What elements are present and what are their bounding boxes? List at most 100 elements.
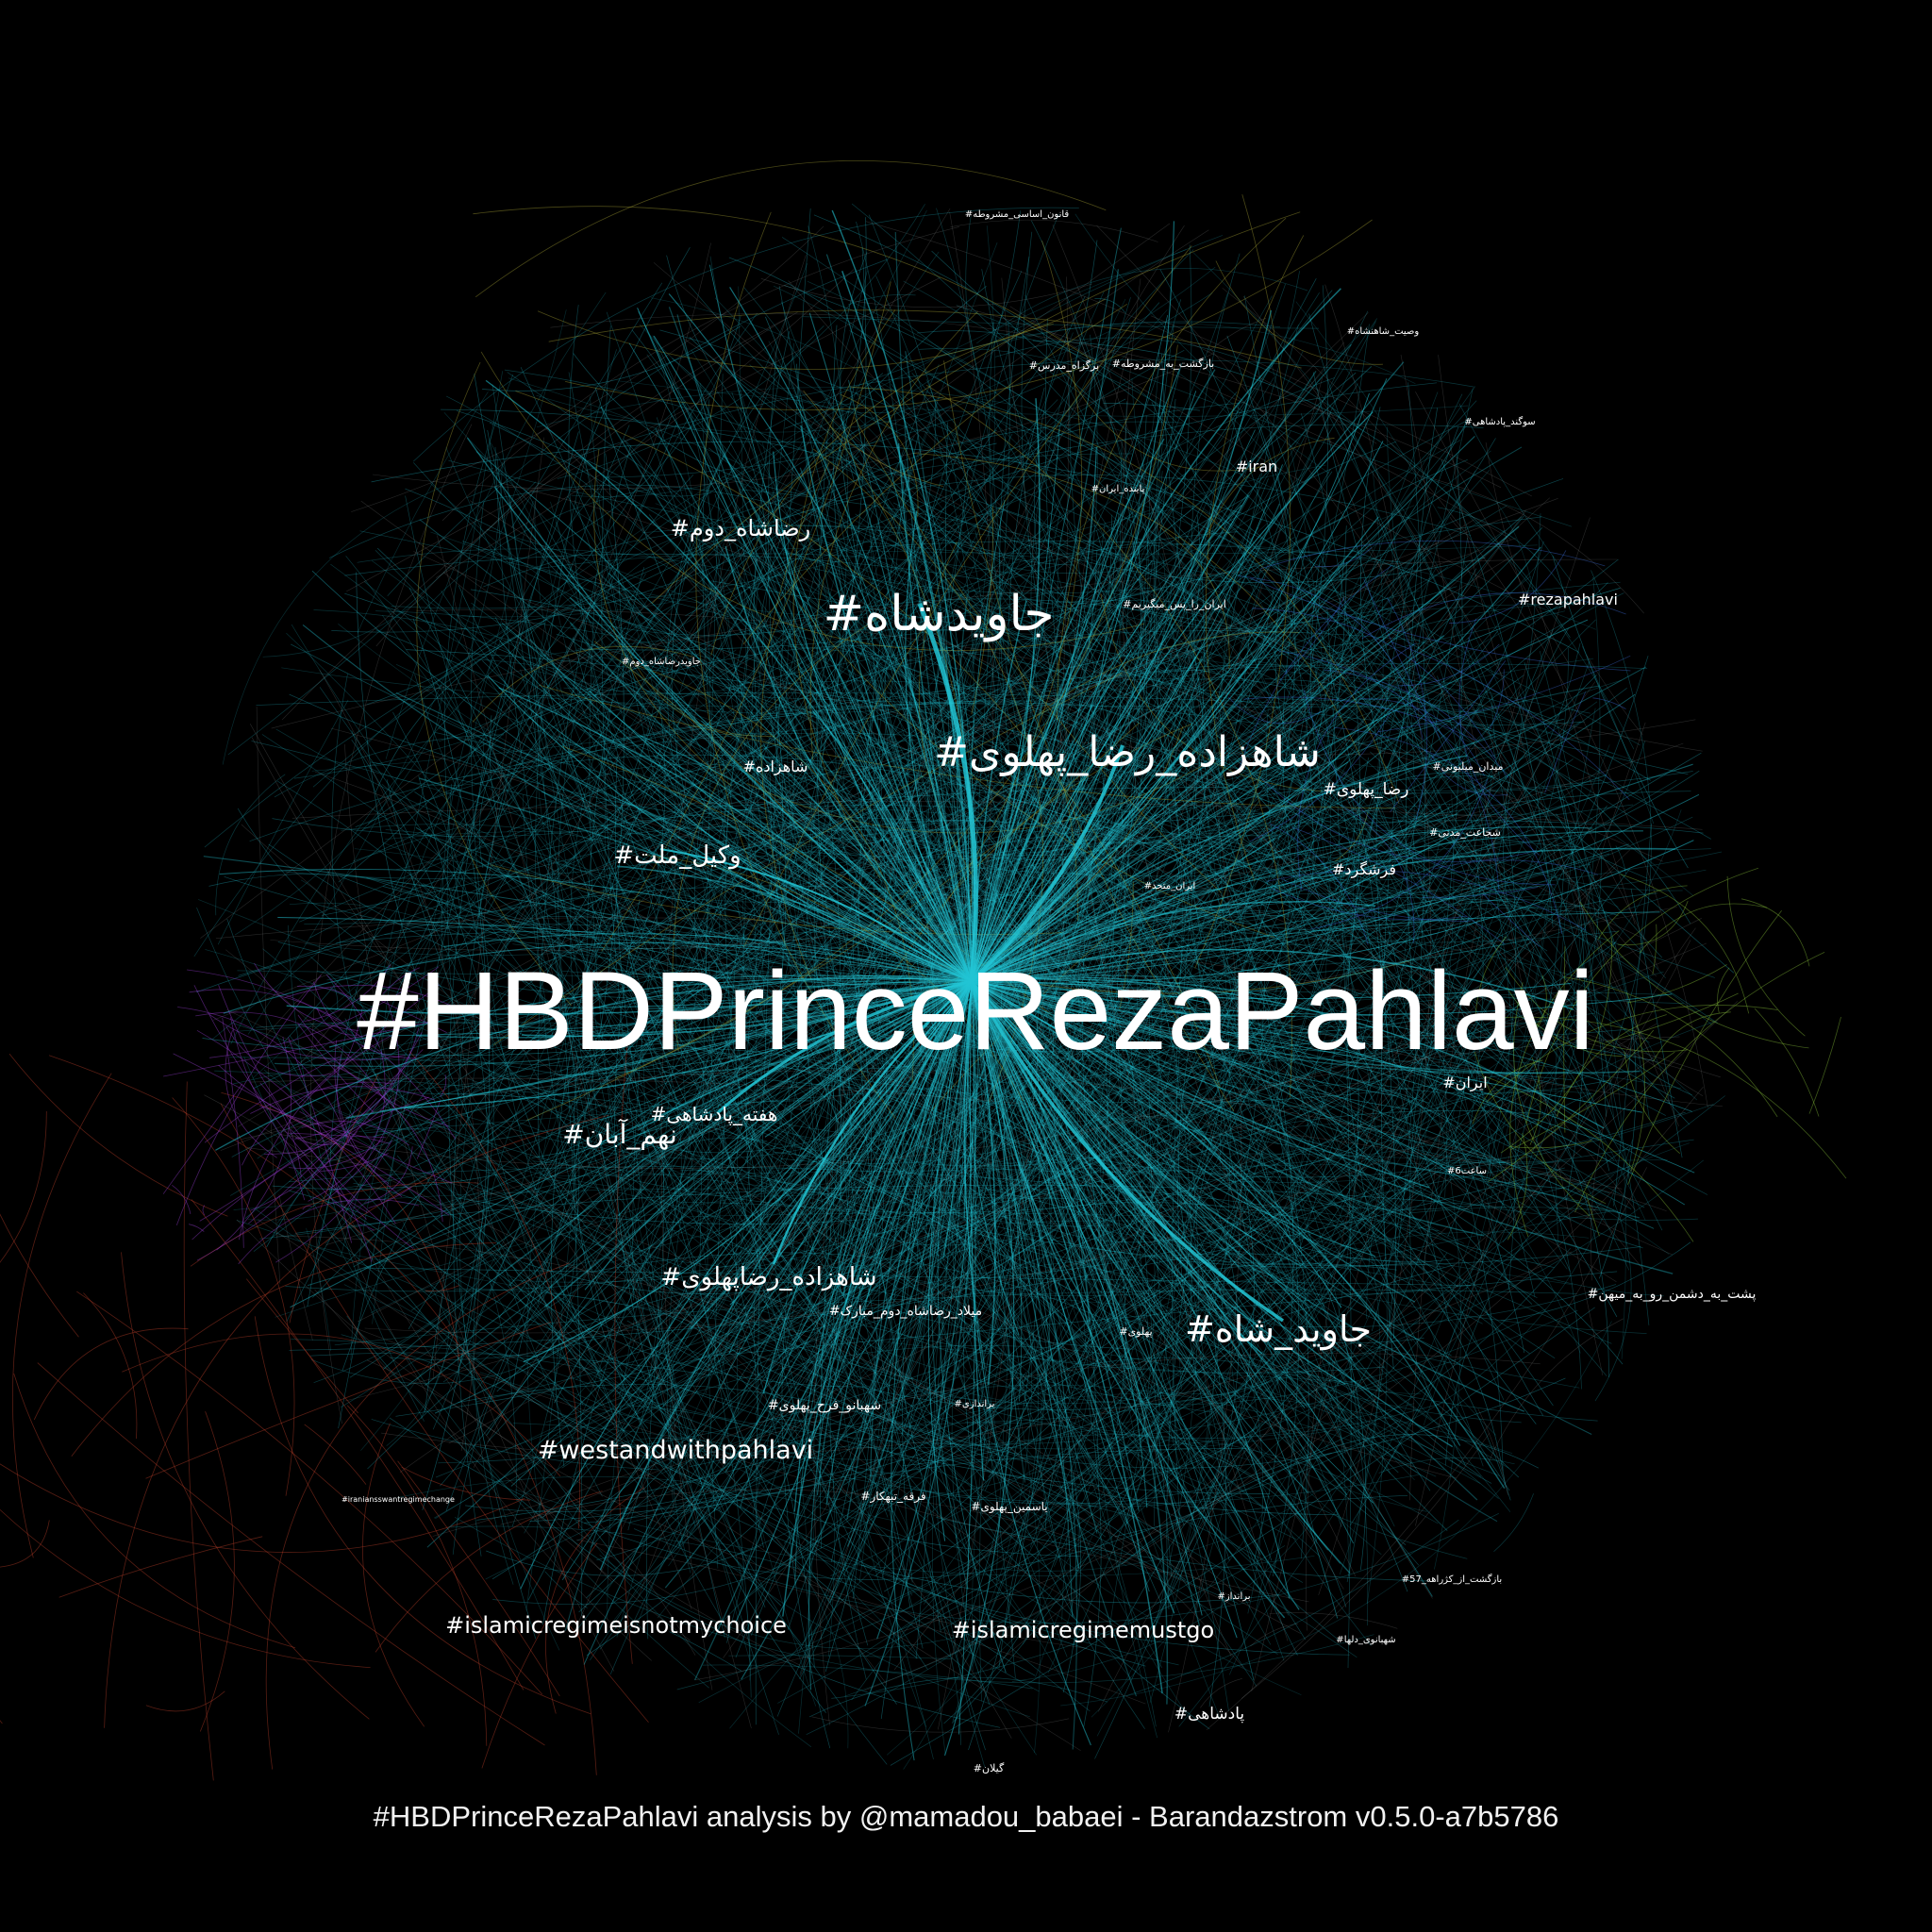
edge <box>1185 1108 1496 1291</box>
edge <box>1480 480 1536 601</box>
edge <box>700 382 982 1224</box>
edge <box>1498 1016 1847 1179</box>
edge <box>451 1525 889 1599</box>
edge <box>971 980 1348 1496</box>
edge <box>366 1359 696 1656</box>
edge <box>382 967 420 994</box>
edge <box>714 934 739 1362</box>
edge <box>971 980 1383 1392</box>
edge <box>536 387 1274 490</box>
edge <box>487 429 645 630</box>
edge <box>277 918 1702 1169</box>
edge <box>699 374 724 1288</box>
node-label-meydan-milioni: #میدان_میلیونی <box>1433 760 1504 773</box>
edge <box>893 866 1616 1671</box>
edge <box>971 721 1581 982</box>
edge <box>374 401 939 993</box>
edge <box>1249 1124 1572 1222</box>
edge <box>1123 1007 1334 1100</box>
edge <box>901 225 996 952</box>
edge <box>432 849 1631 1537</box>
edge <box>958 980 976 1735</box>
edge <box>297 1014 449 1127</box>
edge <box>316 970 920 1257</box>
edge <box>667 396 944 588</box>
edge <box>223 941 973 1014</box>
edge <box>1244 558 1458 781</box>
edge <box>971 901 1181 982</box>
edge <box>636 977 973 1050</box>
edge <box>974 605 1488 891</box>
edge <box>690 411 767 1054</box>
edge <box>1170 716 1376 1059</box>
edge <box>603 749 869 1646</box>
edge <box>905 510 973 982</box>
edge <box>855 513 1154 850</box>
edge <box>873 558 1619 891</box>
edge <box>599 803 1573 1343</box>
edge <box>1191 253 1269 954</box>
node-label-ferghe-tabahkar: #فرقه_تبهکار <box>860 1490 925 1504</box>
edge <box>192 1096 429 1241</box>
edge <box>1334 726 1563 935</box>
edge <box>383 980 973 1370</box>
edge <box>338 624 1400 919</box>
edge <box>971 980 1409 1110</box>
edge <box>1162 554 1517 1086</box>
edge <box>1326 412 1517 1291</box>
edge <box>628 342 973 982</box>
edge <box>1255 1367 1404 1616</box>
edge <box>286 980 973 1015</box>
edge <box>545 1281 1071 1372</box>
edge <box>971 937 1054 982</box>
edge <box>1026 535 1084 838</box>
edge <box>261 734 1074 1388</box>
edge <box>1390 660 1507 812</box>
edge <box>1353 434 1650 1325</box>
edge <box>689 377 1335 967</box>
edge <box>220 1103 649 1723</box>
edge <box>1108 391 1439 1628</box>
edge <box>533 1160 1442 1286</box>
edge <box>990 630 1498 861</box>
edge <box>1151 402 1285 553</box>
edge <box>925 384 1292 1098</box>
edge <box>1424 948 1535 1165</box>
edge <box>807 280 1526 972</box>
edge <box>511 282 663 528</box>
edge <box>558 312 758 1222</box>
edge <box>381 841 787 1184</box>
edge <box>1086 1231 1590 1347</box>
edge <box>282 422 678 1043</box>
edge <box>289 902 532 980</box>
edge <box>941 240 1083 910</box>
edge <box>367 980 973 1470</box>
edge <box>591 643 786 949</box>
edge <box>1074 213 1301 445</box>
edge <box>506 1274 1128 1485</box>
edge <box>971 980 1119 1270</box>
edge <box>830 572 1503 1045</box>
edge <box>1217 1011 1554 1164</box>
edge <box>575 1188 1066 1398</box>
edge <box>1295 301 1626 1359</box>
edge <box>589 690 973 982</box>
edge <box>708 962 715 982</box>
edge <box>1096 225 1679 1126</box>
edge <box>618 937 905 1377</box>
edge <box>145 1322 552 1479</box>
edge <box>1319 1270 1367 1571</box>
edge <box>743 334 1098 1132</box>
edge <box>1191 476 1413 1342</box>
edge <box>325 974 380 1048</box>
edge <box>675 848 973 982</box>
edge <box>196 907 923 1479</box>
edge <box>33 1327 189 1421</box>
edge <box>611 884 817 1318</box>
edge <box>243 1057 709 1689</box>
edge <box>782 980 973 1617</box>
edge <box>345 942 1707 1402</box>
edge <box>248 1098 377 1224</box>
edge <box>611 1052 1465 1244</box>
edge <box>740 489 1648 803</box>
